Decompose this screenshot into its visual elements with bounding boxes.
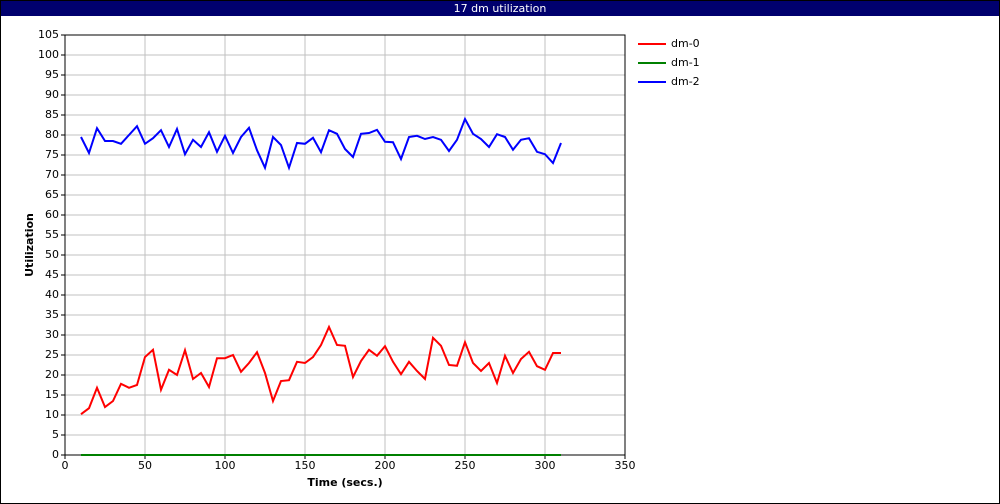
y-tick-label: 70 <box>45 168 59 181</box>
y-tick-label: 65 <box>45 188 59 201</box>
y-tick-label: 90 <box>45 88 59 101</box>
y-tick-label: 75 <box>45 148 59 161</box>
y-tick-label: 45 <box>45 268 59 281</box>
x-tick-label: 300 <box>535 459 556 472</box>
y-tick-label: 80 <box>45 128 59 141</box>
x-axis-label: Time (secs.) <box>307 476 382 489</box>
y-tick-label: 20 <box>45 368 59 381</box>
y-tick-label: 85 <box>45 108 59 121</box>
x-tick-label: 50 <box>138 459 152 472</box>
y-tick-label: 30 <box>45 328 59 341</box>
legend-label: dm-0 <box>671 37 700 50</box>
y-tick-label: 25 <box>45 348 59 361</box>
y-tick-label: 55 <box>45 228 59 241</box>
y-tick-label: 10 <box>45 408 59 421</box>
series-line <box>80 324 561 416</box>
x-tick-label: 150 <box>295 459 316 472</box>
y-tick-label: 5 <box>52 428 59 441</box>
y-tick-label: 95 <box>45 68 59 81</box>
y-tick-label: 100 <box>38 48 59 61</box>
y-tick-label: 105 <box>38 28 59 41</box>
x-tick-label: 200 <box>375 459 396 472</box>
x-tick-label: 0 <box>62 459 69 472</box>
y-axis-label: Utilization <box>23 213 36 277</box>
x-tick-label: 350 <box>615 459 636 472</box>
x-tick-label: 100 <box>215 459 236 472</box>
y-tick-label: 40 <box>45 288 59 301</box>
series-line <box>80 116 562 171</box>
y-tick-label: 35 <box>45 308 59 321</box>
title-bar <box>1 1 999 16</box>
legend-label: dm-1 <box>671 56 700 69</box>
y-tick-label: 15 <box>45 388 59 401</box>
chart-title: 17 dm utilization <box>454 2 547 15</box>
y-tick-label: 60 <box>45 208 59 221</box>
x-tick-label: 250 <box>455 459 476 472</box>
y-tick-label: 50 <box>45 248 59 261</box>
y-tick-label: 0 <box>52 448 59 461</box>
legend-label: dm-2 <box>671 75 700 88</box>
